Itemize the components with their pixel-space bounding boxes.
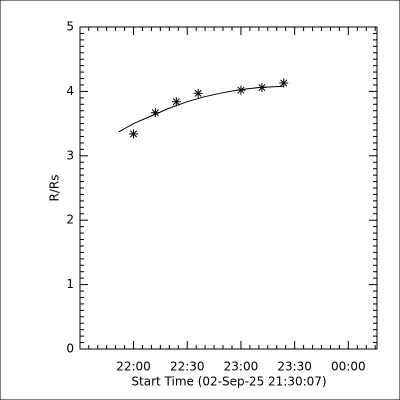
data-point <box>279 78 289 88</box>
data-point <box>171 97 181 107</box>
x-tick-label: 23:00 <box>224 360 259 374</box>
x-tick-label: 23:30 <box>277 360 312 374</box>
x-tick-label: 00:00 <box>331 360 366 374</box>
data-point <box>129 129 139 139</box>
y-axis-label: R/Rs <box>48 175 62 202</box>
y-tick-label: 0 <box>66 342 74 356</box>
x-axis-label: Start Time (02-Sep-25 21:30:07) <box>131 375 326 389</box>
fit-line <box>118 85 284 133</box>
y-tick-label: 3 <box>66 148 74 162</box>
y-tick-label: 4 <box>66 84 74 98</box>
data-point <box>193 88 203 98</box>
y-tick-label: 5 <box>66 20 74 34</box>
y-tick-label: 1 <box>66 277 74 291</box>
y-tick-label: 2 <box>66 213 74 227</box>
x-tick-label: 22:30 <box>170 360 205 374</box>
x-tick-label: 22:00 <box>116 360 151 374</box>
data-point <box>236 85 246 95</box>
